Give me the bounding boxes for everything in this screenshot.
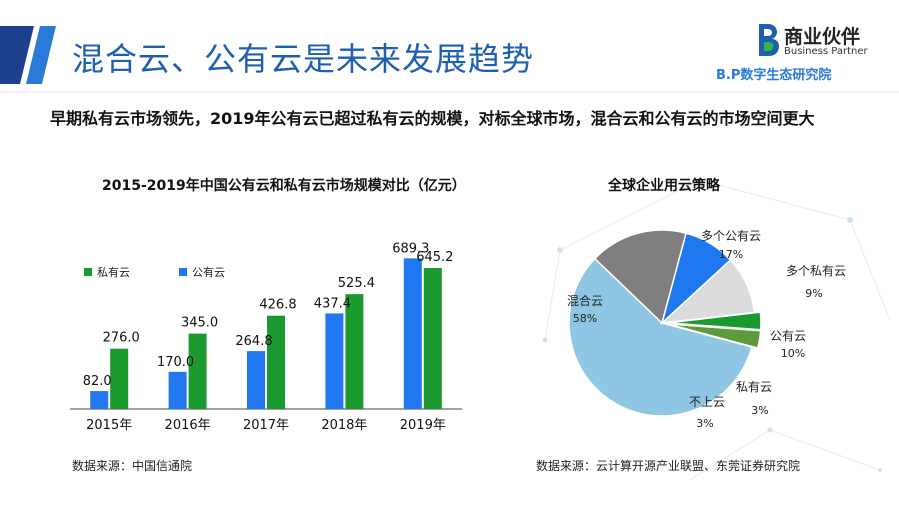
bar-private-cloud bbox=[110, 348, 129, 409]
pie-slice-name: 多个公有云 bbox=[701, 229, 761, 243]
bar-chart-title: 2015-2019年中国公有云和私有云市场规模对比（亿元） bbox=[102, 178, 466, 194]
bar-private-cloud bbox=[423, 267, 442, 409]
pie-slice-name: 混合云 bbox=[567, 293, 603, 308]
logo-english: Business Partner bbox=[784, 46, 868, 57]
bar-chart-source: 数据来源：中国信通院 bbox=[72, 459, 193, 473]
bar-public-cloud bbox=[90, 391, 109, 409]
bar-private-cloud bbox=[267, 315, 285, 409]
data-label-public-cloud: 264.8 bbox=[235, 334, 272, 349]
data-label-private-cloud: 276.0 bbox=[103, 331, 140, 346]
bar-public-cloud bbox=[325, 313, 344, 409]
logo: 商业伙伴 Business Partner B.P数字生态研究院 bbox=[716, 22, 894, 83]
logo-subtitle: B.P数字生态研究院 bbox=[716, 68, 832, 83]
pie-slice-value: 9% bbox=[805, 287, 822, 300]
pie-chart-title: 全球企业用云策略 bbox=[608, 178, 720, 194]
pie-chart-source: 数据来源：云计算开源产业联盟、东莞证券研究院 bbox=[536, 459, 801, 473]
bar-private-cloud bbox=[345, 294, 364, 409]
data-label-public-cloud: 437.4 bbox=[314, 296, 351, 311]
data-label-public-cloud: 82.0 bbox=[83, 374, 112, 389]
x-tick-label: 2017年 bbox=[243, 418, 289, 433]
bar-public-cloud bbox=[247, 351, 265, 409]
data-label-private-cloud: 345.0 bbox=[181, 316, 218, 331]
data-label-public-cloud: 689.3 bbox=[392, 241, 429, 256]
logo-mark-icon bbox=[759, 24, 779, 56]
pie-slice-value: 58% bbox=[573, 312, 597, 325]
data-label-private-cloud: 645.2 bbox=[416, 250, 453, 265]
logo-name: 商业伙伴 bbox=[784, 26, 861, 48]
pie-slice-value: 10% bbox=[781, 347, 805, 360]
data-label-public-cloud: 170.0 bbox=[157, 355, 194, 370]
pie-slice bbox=[667, 311, 762, 331]
pie-slice-value: 17% bbox=[719, 248, 743, 261]
data-label-private-cloud: 525.4 bbox=[338, 276, 375, 291]
page-title: 混合云、公有云是未来发展趋势 bbox=[72, 40, 535, 78]
x-tick-label: 2018年 bbox=[321, 418, 367, 433]
pie-slice-name: 私有云 bbox=[736, 380, 772, 394]
legend-swatch-public-cloud bbox=[179, 268, 187, 276]
pie-slice bbox=[593, 229, 687, 325]
pie-slice-name: 不上云 bbox=[689, 395, 725, 409]
pie-slice bbox=[568, 257, 753, 417]
pie-slice-name: 多个私有云 bbox=[786, 264, 846, 278]
bar-private-cloud bbox=[188, 333, 207, 409]
page-subtitle: 早期私有云市场领先，2019年公有云已超过私有云的规模，对标全球市场，混合云和公… bbox=[50, 109, 815, 128]
pie-slice bbox=[667, 323, 762, 349]
bar-public-cloud bbox=[168, 371, 187, 409]
x-tick-label: 2016年 bbox=[165, 418, 211, 433]
legend-label-public-cloud: 公有云 bbox=[192, 265, 225, 279]
legend-label-private-cloud: 私有云 bbox=[97, 265, 130, 279]
pie-slice-name: 公有云 bbox=[770, 329, 806, 343]
x-tick-label: 2015年 bbox=[86, 418, 132, 433]
pie-slice-value: 3% bbox=[751, 404, 768, 417]
legend-swatch-private-cloud bbox=[84, 268, 92, 276]
x-tick-label: 2019年 bbox=[400, 418, 446, 433]
data-label-private-cloud: 426.8 bbox=[259, 298, 296, 313]
pie-slice-value: 3% bbox=[696, 417, 713, 430]
bar-public-cloud bbox=[403, 258, 422, 409]
